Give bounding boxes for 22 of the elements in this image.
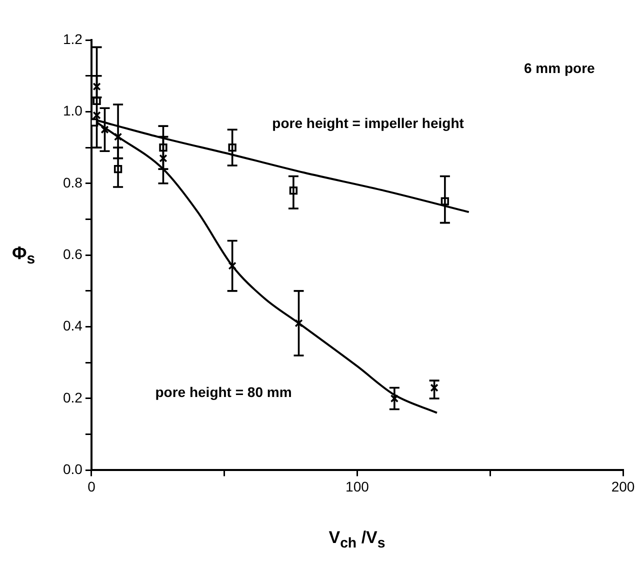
y-tick-label: 0.8: [62, 174, 83, 190]
x-axis-title: V$_{ch}$ /V$_{s}$: [328, 528, 386, 552]
annotation: pore height = impeller height: [272, 115, 464, 131]
y-tick-label: 0.0: [62, 461, 83, 478]
point: [114, 132, 122, 141]
annotation: 6 mm pore: [524, 60, 595, 76]
point: [159, 154, 168, 162]
point: [100, 126, 109, 134]
x-tick-label: 200: [611, 478, 635, 494]
point: [228, 262, 236, 270]
y-tick-label: 1.0: [62, 102, 83, 119]
point: [430, 384, 438, 392]
x-tick-label: 100: [346, 478, 370, 494]
x-tick-label: 0: [88, 478, 96, 494]
annotation: pore height = 80 mm: [155, 384, 292, 400]
point: [390, 394, 399, 403]
y-axis-title: Φ$_{s}$: [12, 243, 36, 268]
y-tick-label: 0.4: [62, 318, 83, 334]
y-tick-label: 1.2: [62, 30, 83, 47]
point: [294, 319, 303, 328]
y-tick-label: 0.2: [62, 389, 83, 406]
y-tick-label: 0.6: [62, 246, 83, 262]
